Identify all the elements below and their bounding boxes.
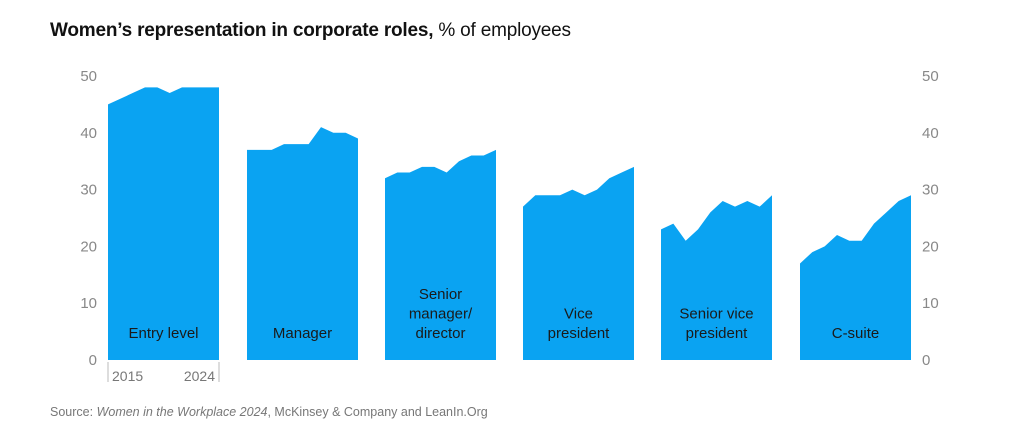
panel-label: C-suite xyxy=(832,325,880,342)
y-tick-label-right: 10 xyxy=(922,295,939,312)
y-tick-label-right: 30 xyxy=(922,182,939,199)
area-entry-level xyxy=(108,87,219,361)
y-tick-label-right: 0 xyxy=(922,352,930,369)
y-tick-label-left: 20 xyxy=(80,238,97,255)
source-note: Source: Women in the Workplace 2024, McK… xyxy=(50,405,488,419)
y-tick-label-left: 10 xyxy=(80,295,97,312)
area-senior-manager-director xyxy=(385,149,496,360)
area-senior-vice-president xyxy=(661,195,772,360)
x-tick-label-end: 2024 xyxy=(184,368,215,384)
panel-label: president xyxy=(548,325,611,342)
y-tick-label-left: 30 xyxy=(80,182,97,199)
y-tick-label-right: 50 xyxy=(922,68,939,85)
y-tick-label-left: 50 xyxy=(80,68,97,85)
chart-title-main: Women’s representation in corporate role… xyxy=(50,20,434,41)
panel-label: Manager xyxy=(273,325,332,342)
area-manager xyxy=(247,127,358,361)
panel-label: Senior vice xyxy=(679,306,753,323)
y-tick-label-right: 20 xyxy=(922,238,939,255)
panel-label: Senior xyxy=(419,286,462,303)
panel-label: director xyxy=(415,325,465,342)
source-publication: Women in the Workplace 2024 xyxy=(96,405,268,419)
y-tick-label-left: 40 xyxy=(80,125,97,142)
panel-label: Vice xyxy=(564,306,593,323)
source-prefix: Source: xyxy=(50,405,97,419)
source-suffix: , McKinsey & Company and LeanIn.Org xyxy=(267,405,488,419)
panel-label: Entry level xyxy=(128,325,198,342)
chart-title: Women’s representation in corporate role… xyxy=(50,20,571,42)
panel-label: president xyxy=(686,325,749,342)
y-tick-label-right: 40 xyxy=(922,125,939,142)
chart-title-unit: % of employees xyxy=(438,20,571,41)
panel-label: manager/ xyxy=(409,306,473,323)
area-c-suite xyxy=(800,195,911,360)
y-tick-label-left: 0 xyxy=(89,352,97,369)
x-tick-label-start: 2015 xyxy=(112,368,143,384)
area-vice-president xyxy=(523,166,634,360)
